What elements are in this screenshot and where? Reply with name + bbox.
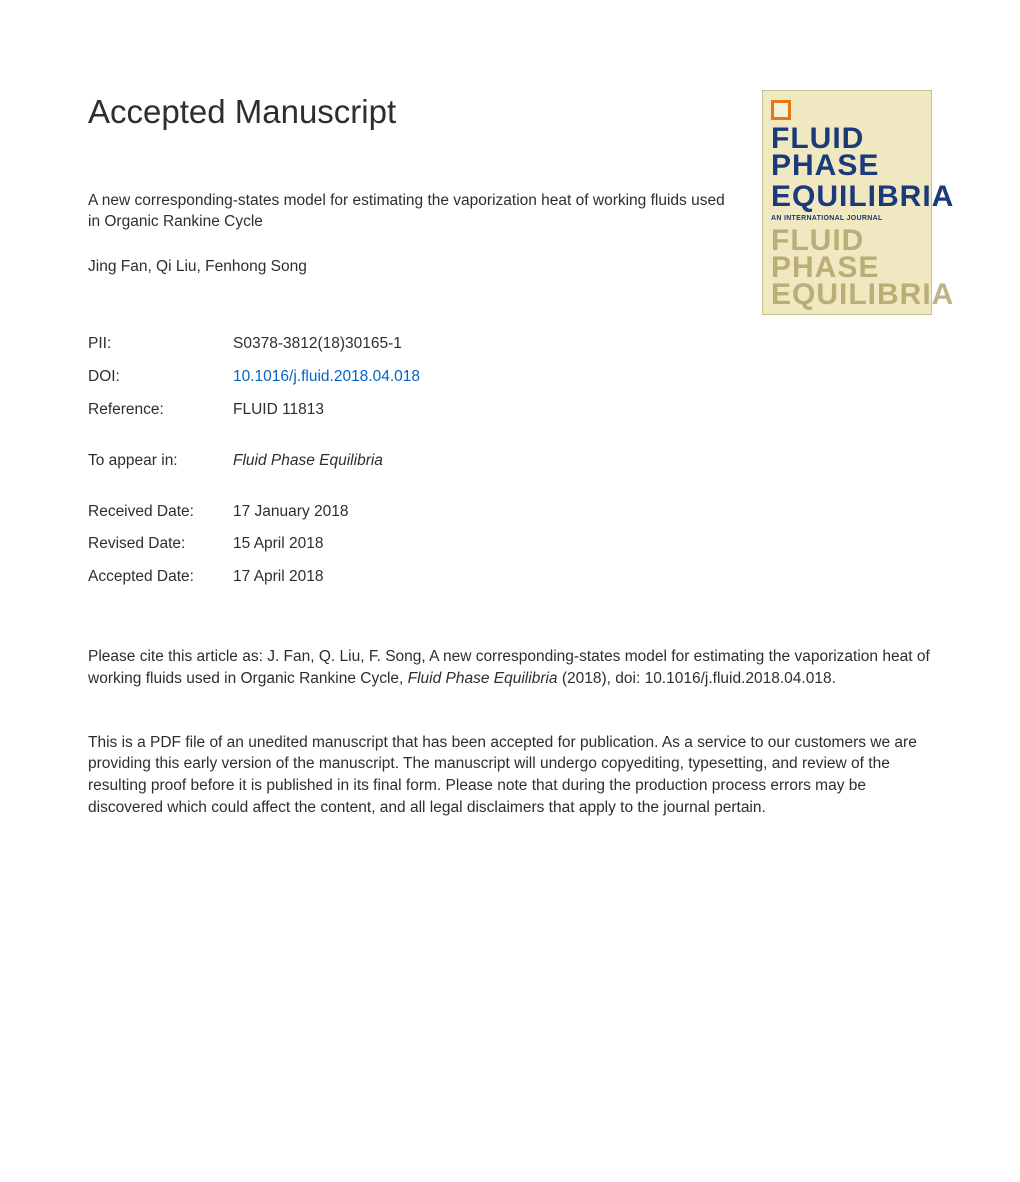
cover-top-bar <box>771 99 923 121</box>
pii-value: S0378-3812(18)30165-1 <box>233 328 420 361</box>
cite-journal: Fluid Phase Equilibria <box>408 670 558 687</box>
cover-title-line1: FLUID PHASE <box>771 125 923 179</box>
pii-label: PII: <box>88 328 233 361</box>
cover-title-line2: EQUILIBRIA <box>771 183 923 210</box>
article-title: A new corresponding-states model for est… <box>88 190 728 233</box>
title-block: Accepted Manuscript A new corresponding-… <box>88 90 762 318</box>
metadata-table: PII: S0378-3812(18)30165-1 DOI: 10.1016/… <box>88 328 420 594</box>
revised-value: 15 April 2018 <box>233 528 420 561</box>
received-label: Received Date: <box>88 478 233 529</box>
cite-suffix: (2018), doi: 10.1016/j.fluid.2018.04.018… <box>558 670 836 687</box>
table-row: Accepted Date: 17 April 2018 <box>88 561 420 594</box>
journal-cover: FLUID PHASE EQUILIBRIA AN INTERNATIONAL … <box>762 90 932 315</box>
table-row: Reference: FLUID 11813 <box>88 394 420 427</box>
disclaimer-block: This is a PDF file of an unedited manusc… <box>88 732 932 819</box>
accepted-label: Accepted Date: <box>88 561 233 594</box>
page-heading: Accepted Manuscript <box>88 90 732 135</box>
accepted-value: 17 April 2018 <box>233 561 420 594</box>
doi-link[interactable]: 10.1016/j.fluid.2018.04.018 <box>233 368 420 385</box>
authors: Jing Fan, Qi Liu, Fenhong Song <box>88 257 732 278</box>
reference-value: FLUID 11813 <box>233 394 420 427</box>
doi-label: DOI: <box>88 361 233 394</box>
received-value: 17 January 2018 <box>233 478 420 529</box>
revised-label: Revised Date: <box>88 528 233 561</box>
appear-value: Fluid Phase Equilibria <box>233 427 420 478</box>
cover-shadow-line2: EQUILIBRIA <box>771 281 923 308</box>
cover-subtitle: AN INTERNATIONAL JOURNAL <box>771 214 923 223</box>
table-row: To appear in: Fluid Phase Equilibria <box>88 427 420 478</box>
header-row: Accepted Manuscript A new corresponding-… <box>88 90 932 318</box>
table-row: Received Date: 17 January 2018 <box>88 478 420 529</box>
table-row: PII: S0378-3812(18)30165-1 <box>88 328 420 361</box>
cover-shadow-line1: FLUID PHASE <box>771 227 923 281</box>
table-row: DOI: 10.1016/j.fluid.2018.04.018 <box>88 361 420 394</box>
reference-label: Reference: <box>88 394 233 427</box>
elsevier-logo-icon <box>771 100 791 120</box>
appear-label: To appear in: <box>88 427 233 478</box>
citation-block: Please cite this article as: J. Fan, Q. … <box>88 646 932 689</box>
table-row: Revised Date: 15 April 2018 <box>88 528 420 561</box>
